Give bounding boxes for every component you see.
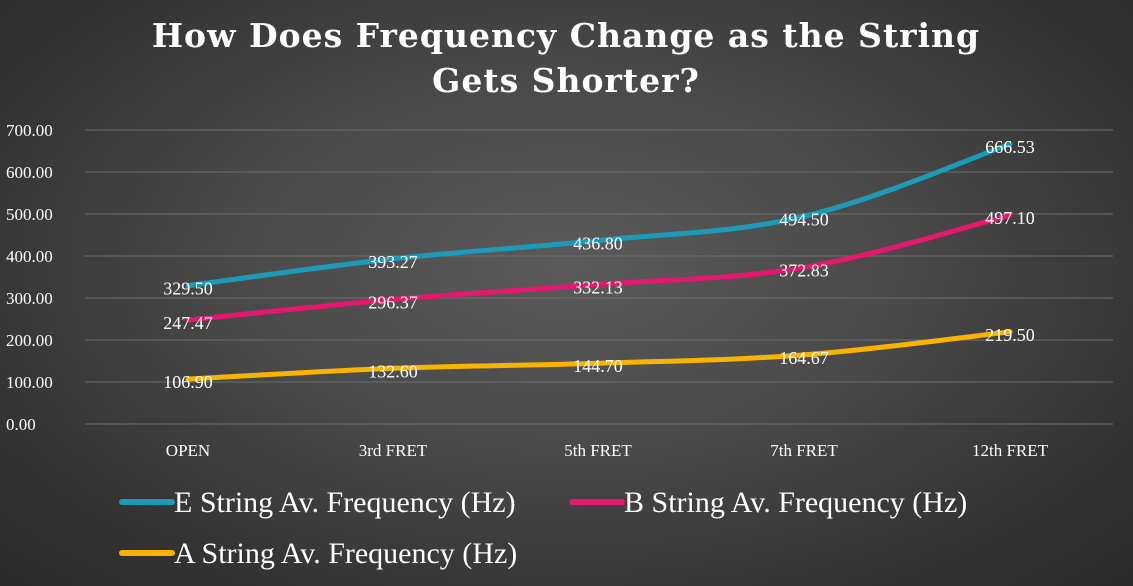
y-tick-label: 300.00 [6, 289, 53, 308]
legend-item: E String Av. Frequency (Hz) [119, 486, 516, 519]
x-axis-ticks: OPEN 3rd FRET 5th FRET 7th FRET 12th FRET [166, 441, 1049, 460]
data-label: 329.50 [163, 279, 213, 299]
y-tick-label: 200.00 [6, 331, 53, 350]
chart-title-line: How Does Frequency Change as the String [152, 16, 980, 55]
data-label: 332.13 [573, 278, 623, 298]
legend-label: A String Av. Frequency (Hz) [174, 537, 517, 570]
y-tick-label: 100.00 [6, 373, 53, 392]
y-tick-label: 500.00 [6, 205, 53, 224]
x-tick-label: 3rd FRET [359, 441, 428, 460]
data-label: 494.50 [779, 209, 829, 229]
data-labels: 329.50 393.27 436.80 494.50 666.53 247.47 296.… [163, 137, 1035, 392]
data-label: 497.10 [985, 208, 1035, 228]
gridlines [85, 129, 1113, 425]
y-tick-label: 400.00 [6, 247, 53, 266]
data-label: 132.60 [368, 361, 418, 381]
series-line-e-string [185, 141, 1013, 289]
data-label: 164.67 [779, 348, 829, 368]
data-label: 144.70 [573, 356, 623, 376]
x-tick-label: 7th FRET [770, 441, 838, 460]
series-line-a-string [185, 329, 1013, 382]
legend-label: B String Av. Frequency (Hz) [624, 486, 967, 519]
series-line-b-string [185, 212, 1013, 323]
y-tick-label: 700.00 [6, 121, 53, 140]
x-tick-label: 12th FRET [972, 441, 1049, 460]
legend: E String Av. Frequency (Hz) B String Av. … [119, 486, 967, 570]
chart-title: How Does Frequency Change as the String G… [152, 16, 980, 100]
legend-label: E String Av. Frequency (Hz) [174, 486, 516, 519]
data-label: 393.27 [368, 252, 418, 272]
data-label: 247.47 [163, 313, 213, 333]
y-axis-ticks: 0.00 100.00 200.00 300.00 400.00 500.00 600.00… [6, 121, 53, 434]
data-label: 666.53 [985, 137, 1035, 157]
x-tick-label: OPEN [166, 441, 210, 460]
y-tick-label: 0.00 [6, 415, 36, 434]
series-lines [185, 141, 1013, 382]
legend-item: B String Av. Frequency (Hz) [569, 486, 967, 519]
data-label: 219.50 [985, 325, 1035, 345]
chart-title-line: Gets Shorter? [432, 61, 700, 100]
data-label: 436.80 [573, 234, 623, 254]
legend-item: A String Av. Frequency (Hz) [119, 537, 517, 570]
x-tick-label: 5th FRET [564, 441, 632, 460]
data-label: 106.90 [163, 372, 213, 392]
data-label: 372.83 [779, 260, 829, 280]
data-label: 296.37 [368, 293, 418, 313]
y-tick-label: 600.00 [6, 163, 53, 182]
